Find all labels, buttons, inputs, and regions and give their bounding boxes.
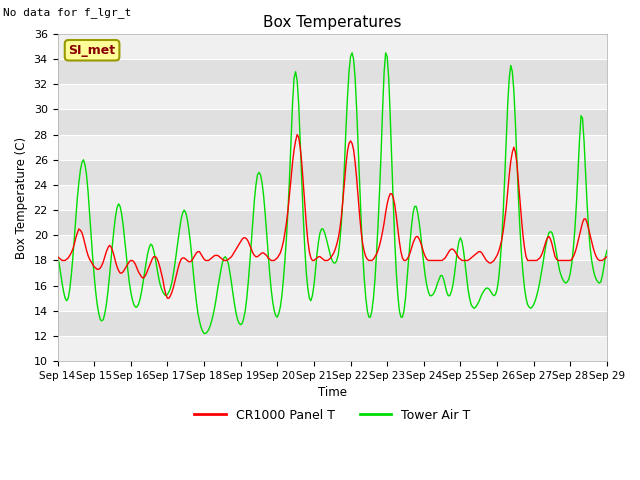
Bar	[58, 286, 607, 311]
Bar	[58, 59, 607, 84]
Title: Box Temperatures: Box Temperatures	[263, 15, 401, 30]
Text: No data for f_lgr_t: No data for f_lgr_t	[3, 7, 131, 18]
Bar	[58, 210, 607, 235]
Bar	[58, 34, 607, 59]
Bar	[58, 235, 607, 261]
X-axis label: Time: Time	[317, 386, 347, 399]
Bar	[58, 109, 607, 134]
Bar	[58, 160, 607, 185]
Bar	[58, 84, 607, 109]
Legend: CR1000 Panel T, Tower Air T: CR1000 Panel T, Tower Air T	[189, 404, 475, 427]
Bar	[58, 185, 607, 210]
Bar	[58, 261, 607, 286]
Text: SI_met: SI_met	[68, 44, 116, 57]
Bar	[58, 336, 607, 361]
Bar	[58, 134, 607, 160]
Bar	[58, 311, 607, 336]
Y-axis label: Box Temperature (C): Box Temperature (C)	[15, 136, 28, 259]
